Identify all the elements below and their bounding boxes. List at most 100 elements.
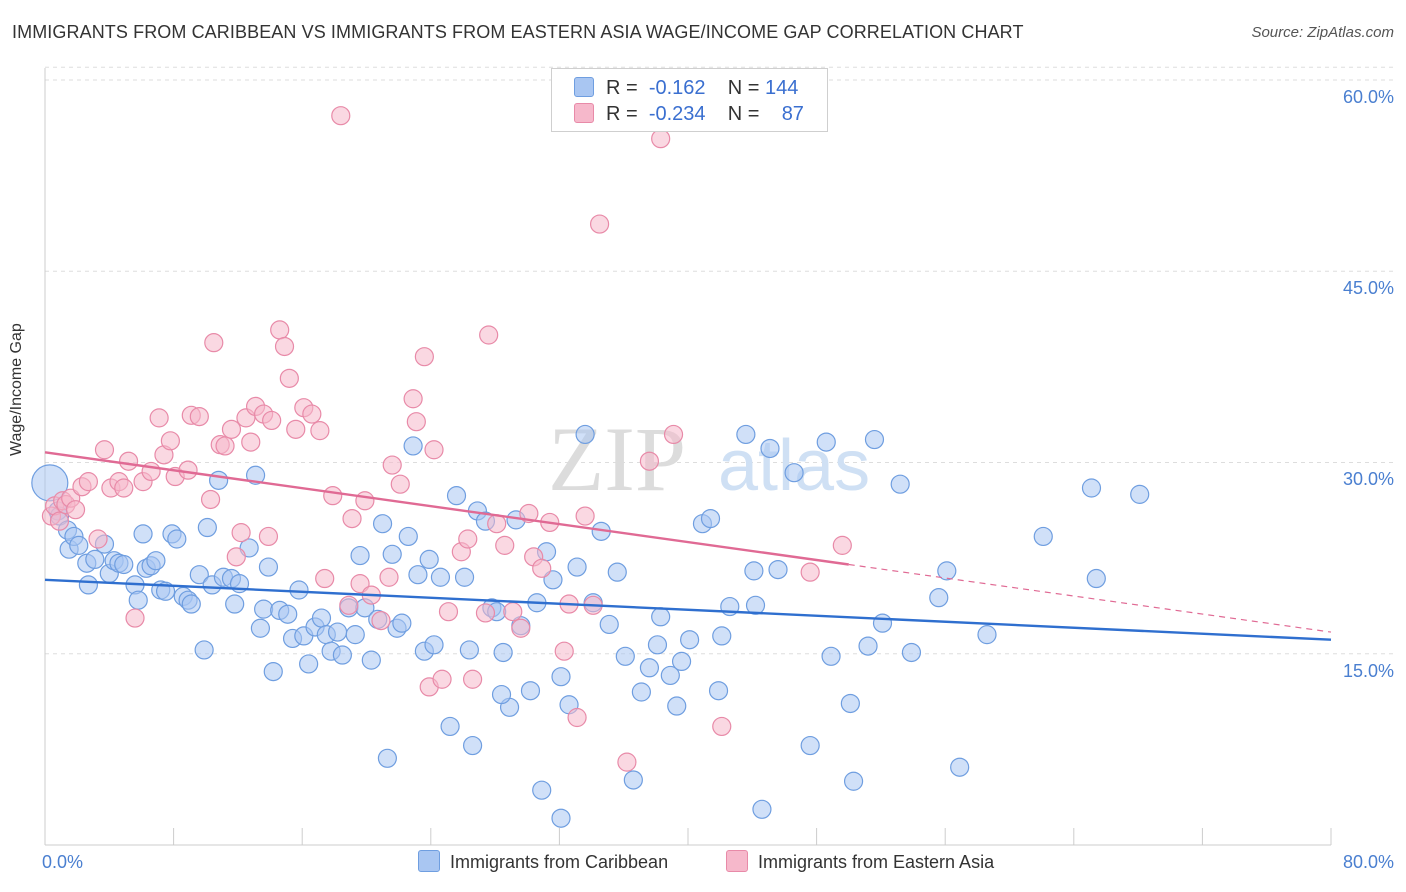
point-caribbean [631, 682, 651, 702]
point-eastern-asia [503, 602, 523, 622]
point-eastern-asia [712, 716, 732, 737]
point-eastern-asia [800, 562, 820, 582]
point-caribbean [493, 642, 513, 663]
point-caribbean [623, 770, 643, 790]
axes [44, 68, 1332, 846]
point-caribbean [167, 529, 187, 549]
point-caribbean [372, 514, 393, 534]
point-caribbean [361, 650, 381, 670]
point-caribbean [403, 436, 423, 456]
y-tick-60: 60.0% [1342, 87, 1394, 107]
point-caribbean [615, 646, 635, 666]
point-caribbean [929, 588, 949, 608]
legend-row-eastern-asia: R = -0.234 N = 87 [574, 102, 804, 126]
bottom-legend-label: Immigrants from Eastern Asia [758, 852, 995, 872]
point-eastern-asia [323, 486, 343, 506]
point-caribbean [258, 557, 279, 577]
point-eastern-asia [617, 752, 637, 772]
point-caribbean [408, 565, 428, 585]
point-caribbean [327, 622, 348, 642]
point-caribbean [575, 424, 595, 445]
point-eastern-asia [315, 568, 335, 589]
point-caribbean [245, 465, 266, 485]
point-caribbean [752, 799, 772, 819]
point-eastern-asia [339, 595, 359, 615]
point-eastern-asia [432, 669, 452, 689]
point-eastern-asia [262, 410, 282, 431]
point-caribbean [181, 594, 201, 614]
point-caribbean [768, 559, 788, 580]
point-eastern-asia [286, 419, 306, 439]
point-caribbean [1033, 526, 1053, 547]
point-eastern-asia [414, 347, 434, 367]
point-eastern-asia [371, 610, 391, 631]
bottom-legend-label: Immigrants from Caribbean [450, 852, 669, 872]
point-eastern-asia [350, 574, 370, 594]
chart-title: IMMIGRANTS FROM CARIBBEAN VS IMMIGRANTS … [12, 22, 1024, 42]
source-label: Source: ZipAtlas.com [1251, 24, 1394, 41]
point-caribbean [760, 438, 780, 459]
point-eastern-asia [475, 603, 496, 623]
point-eastern-asia [355, 491, 375, 511]
point-caribbean [254, 599, 274, 619]
point-eastern-asia [125, 608, 145, 628]
point-eastern-asia [258, 526, 279, 547]
point-caribbean [660, 665, 680, 686]
point-caribbean [599, 614, 619, 635]
point-caribbean [189, 565, 209, 585]
r-value: -0.234 [648, 103, 706, 125]
point-eastern-asia [458, 529, 478, 549]
point-eastern-asia [274, 336, 295, 357]
point-caribbean [350, 545, 370, 566]
point-caribbean [551, 808, 571, 828]
point-eastern-asia [589, 214, 610, 234]
y-tick-30: 30.0% [1342, 469, 1394, 489]
point-caribbean [840, 693, 860, 714]
point-caribbean [128, 590, 148, 610]
point-caribbean [671, 651, 692, 672]
point-caribbean [744, 561, 764, 581]
trend-line-eastern-asia [44, 451, 849, 566]
point-eastern-asia [575, 506, 595, 526]
point-eastern-asia [302, 404, 322, 424]
point-caribbean [299, 654, 319, 674]
point-eastern-asia [279, 368, 299, 388]
point-eastern-asia [532, 558, 552, 578]
x-tick-0: 0.0% [42, 852, 84, 872]
point-caribbean [114, 554, 134, 575]
point-caribbean [1130, 484, 1150, 504]
point-eastern-asia [118, 451, 139, 471]
point-caribbean [901, 642, 922, 663]
point-caribbean [133, 524, 153, 544]
point-caribbean [377, 748, 397, 768]
point-eastern-asia [310, 421, 330, 441]
point-eastern-asia [342, 508, 362, 529]
point-eastern-asia [462, 669, 483, 689]
point-eastern-asia [221, 419, 242, 439]
point-caribbean [567, 557, 587, 577]
point-caribbean [680, 630, 700, 650]
point-caribbean [816, 432, 836, 452]
point-eastern-asia [390, 474, 410, 494]
point-eastern-asia [438, 602, 459, 622]
trend-line-caribbean [44, 578, 1332, 641]
point-eastern-asia [160, 431, 180, 451]
point-caribbean [345, 625, 365, 645]
point-caribbean [708, 681, 729, 701]
point-eastern-asia [231, 523, 251, 543]
point-caribbean [639, 658, 660, 678]
trend-lines [44, 451, 1332, 641]
point-caribbean [1081, 478, 1102, 498]
point-eastern-asia [178, 460, 198, 480]
point-caribbean [551, 667, 571, 687]
r-label: R = [606, 77, 638, 99]
point-eastern-asia [639, 451, 660, 471]
point-caribbean [459, 640, 479, 660]
point-caribbean [462, 735, 483, 756]
point-caribbean [382, 544, 402, 564]
point-caribbean [78, 575, 99, 595]
legend-swatch-caribbean [574, 77, 594, 97]
point-caribbean [430, 567, 451, 587]
point-eastern-asia [200, 489, 221, 510]
